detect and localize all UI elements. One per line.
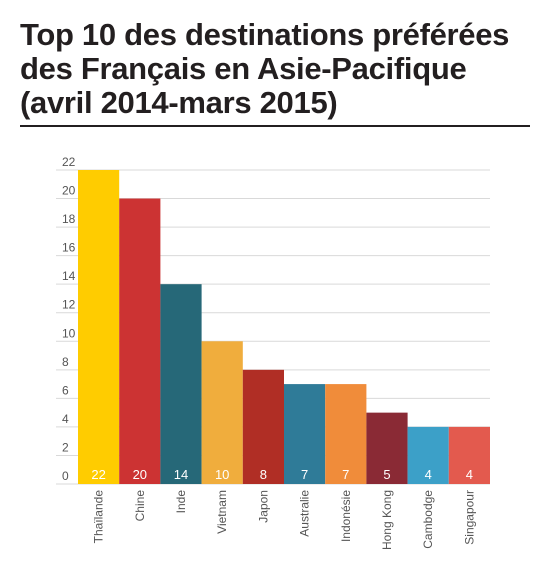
bar-cambodge — [407, 426, 449, 484]
bar-inde — [160, 284, 202, 484]
data-labels: 22 20 14 10 8 7 7 5 4 4 — [91, 467, 473, 482]
chart-title-line-1: Top 10 des destinations préférées — [20, 17, 510, 52]
data-label-cambodge: 4 — [425, 467, 432, 482]
data-label-japon: 8 — [260, 467, 267, 482]
y-tick-label-14: 14 — [62, 269, 76, 283]
chart-title: Top 10 des destinations préférées des Fr… — [20, 18, 540, 120]
data-label-chine: 20 — [133, 467, 147, 482]
y-tick-label-8: 8 — [62, 355, 69, 369]
bars — [78, 170, 490, 484]
category-label-vietnam: Vietnam — [215, 490, 229, 534]
data-label-inde: 14 — [174, 467, 188, 482]
category-label-australie: Australie — [298, 490, 312, 537]
bar-japon — [242, 369, 284, 484]
x-axis-category-labels: Thaïlande Chine Inde Vietnam Japon Australie I… — [92, 490, 477, 550]
chart-title-line-3: (avril 2014-mars 2015) — [20, 85, 338, 120]
category-label-japon: Japon — [256, 490, 270, 523]
bar-indonesie — [325, 384, 367, 484]
y-tick-label-0: 0 — [62, 469, 69, 483]
y-tick-label-16: 16 — [62, 241, 76, 255]
bar-singapour — [448, 426, 490, 484]
y-tick-label-22: 22 — [62, 155, 76, 169]
category-label-chine: Chine — [133, 490, 147, 522]
y-tick-label-12: 12 — [62, 298, 76, 312]
category-label-indonesie: Indonésie — [339, 490, 353, 542]
category-label-thailande: Thaïlande — [92, 490, 106, 544]
data-label-singapour: 4 — [466, 467, 473, 482]
data-label-hong-kong: 5 — [383, 467, 390, 482]
y-tick-label-4: 4 — [62, 412, 69, 426]
title-underline — [20, 125, 530, 127]
data-label-australie: 7 — [301, 467, 308, 482]
y-tick-label-6: 6 — [62, 383, 69, 397]
y-tick-label-10: 10 — [62, 326, 76, 340]
category-label-inde: Inde — [174, 490, 188, 514]
bar-hong-kong — [366, 412, 408, 484]
data-label-vietnam: 10 — [215, 467, 229, 482]
bar-thailande — [78, 170, 120, 484]
category-label-cambodge: Cambodge — [421, 490, 435, 549]
y-axis-tick-labels: 0 2 4 6 8 10 12 14 16 18 20 22 — [62, 155, 76, 483]
bar-vietnam — [201, 341, 243, 484]
chart-title-line-2: des Français en Asie-Pacifique — [20, 51, 467, 86]
category-label-hong-kong: Hong Kong — [380, 490, 394, 550]
bar-australie — [284, 384, 326, 484]
bar-chine — [119, 198, 161, 484]
y-tick-label-20: 20 — [62, 184, 76, 198]
data-label-thailande: 22 — [91, 467, 105, 482]
y-tick-label-2: 2 — [62, 440, 69, 454]
data-label-indonesie: 7 — [342, 467, 349, 482]
y-tick-label-18: 18 — [62, 212, 76, 226]
category-label-singapour: Singapour — [462, 490, 476, 545]
